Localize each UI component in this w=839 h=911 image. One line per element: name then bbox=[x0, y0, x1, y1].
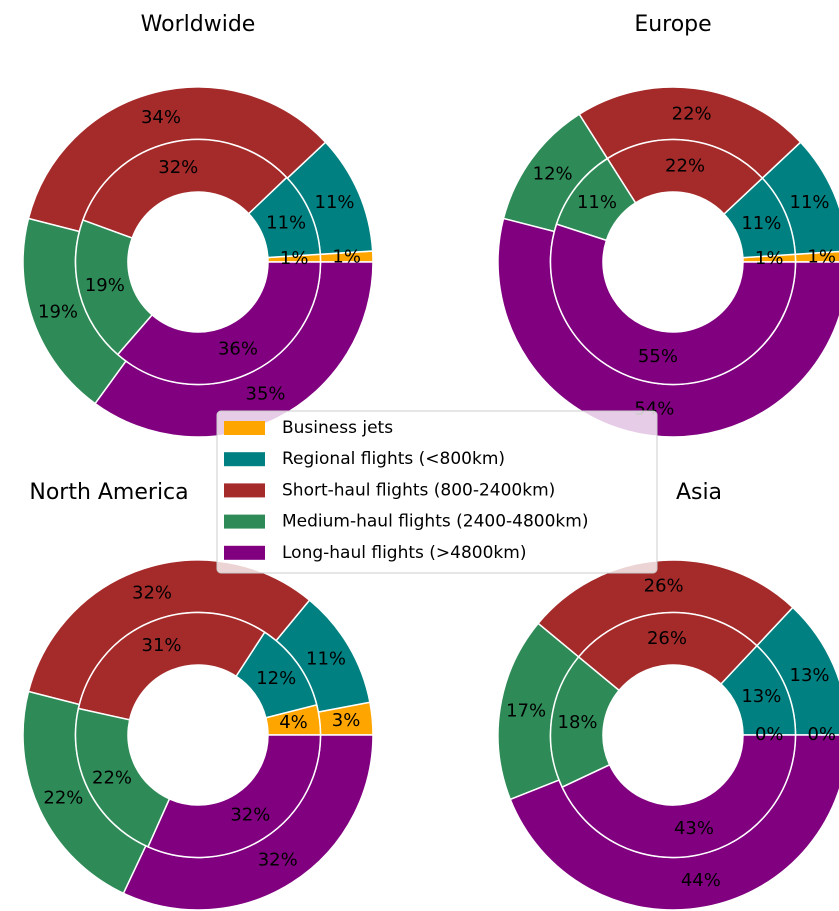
percent-label: 1% bbox=[807, 246, 836, 267]
percent-label: 35% bbox=[246, 384, 286, 405]
inner-wedge bbox=[74, 707, 171, 848]
inner-wedge bbox=[116, 261, 322, 386]
legend-swatch bbox=[224, 545, 265, 560]
percent-label: 1% bbox=[280, 248, 309, 269]
inner-wedge bbox=[147, 734, 322, 859]
percent-label: 22% bbox=[43, 787, 83, 808]
percent-label: 34% bbox=[141, 107, 181, 128]
legend-label: Short-haul flights (800-2400km) bbox=[282, 480, 555, 500]
percent-label: 11% bbox=[741, 213, 781, 234]
percent-label: 0% bbox=[807, 724, 836, 745]
percent-label: 32% bbox=[230, 805, 270, 826]
percent-label: 13% bbox=[741, 686, 781, 707]
percent-label: 22% bbox=[672, 103, 712, 124]
percent-label: 11% bbox=[790, 192, 830, 213]
legend-box bbox=[216, 410, 658, 574]
percent-label: 19% bbox=[85, 275, 125, 296]
percent-label: 18% bbox=[558, 712, 598, 733]
legend-swatch bbox=[224, 452, 265, 467]
percent-label: 1% bbox=[332, 246, 361, 267]
percent-label: 12% bbox=[533, 164, 573, 185]
percent-label: 43% bbox=[674, 818, 714, 839]
inner-wedge bbox=[77, 611, 266, 721]
legend-swatch bbox=[224, 421, 265, 435]
inner-wedge bbox=[81, 138, 288, 240]
inner-wedge bbox=[606, 138, 764, 216]
percent-label: 26% bbox=[647, 628, 687, 649]
percent-label: 31% bbox=[142, 635, 182, 656]
legend-swatch bbox=[224, 514, 265, 529]
percent-label: 22% bbox=[92, 767, 132, 788]
legend-label: Regional flights (<800km) bbox=[282, 449, 505, 469]
percent-label: 4% bbox=[279, 712, 308, 733]
percent-label: 22% bbox=[665, 156, 705, 177]
legend-label: Medium-haul flights (2400-4800km) bbox=[282, 512, 588, 532]
donut-chart: Asia 0% 13% 26% 17% 44% 0% 13% 26% 18% 43% bbox=[497, 480, 839, 911]
percent-label: 11% bbox=[315, 192, 355, 213]
legend-label: Long-haul flights (>4800km) bbox=[282, 543, 526, 563]
legend-label: Business jets bbox=[282, 418, 393, 438]
percent-label: 17% bbox=[506, 701, 546, 722]
percent-label: 0% bbox=[755, 724, 784, 745]
percent-label: 32% bbox=[158, 157, 198, 178]
percent-label: 44% bbox=[681, 870, 721, 891]
percent-label: 19% bbox=[38, 301, 78, 322]
percent-label: 32% bbox=[132, 583, 172, 604]
percent-label: 36% bbox=[218, 339, 258, 360]
chart-title: Europe bbox=[634, 12, 711, 37]
legend-swatch bbox=[224, 483, 265, 498]
percent-label: 1% bbox=[755, 248, 784, 269]
chart-title: Worldwide bbox=[141, 12, 256, 37]
donut-chart: North America 3% 11% 32% 22% 32% 4% 12% 31% 22% 32… bbox=[22, 480, 374, 911]
donut-chart: Worldwide 1% 11% 34% 19% 35% 1% 11% 32% 19% 36% bbox=[22, 12, 374, 438]
percent-label: 12% bbox=[256, 668, 296, 689]
percent-label: 11% bbox=[577, 192, 617, 213]
inner-wedge bbox=[549, 223, 797, 386]
legend: Business jets Regional flights (<800km) Sh… bbox=[216, 410, 658, 574]
percent-label: 26% bbox=[644, 576, 684, 597]
percent-label: 3% bbox=[332, 710, 361, 731]
percent-label: 11% bbox=[306, 648, 346, 669]
chart-title: Asia bbox=[676, 480, 722, 505]
percent-label: 11% bbox=[266, 212, 306, 233]
percent-label: 55% bbox=[638, 346, 678, 367]
percent-label: 13% bbox=[790, 665, 830, 686]
inner-wedge bbox=[561, 734, 797, 859]
chart-title: North America bbox=[29, 480, 188, 505]
percent-label: 32% bbox=[258, 850, 298, 871]
inner-wedge bbox=[577, 611, 758, 692]
